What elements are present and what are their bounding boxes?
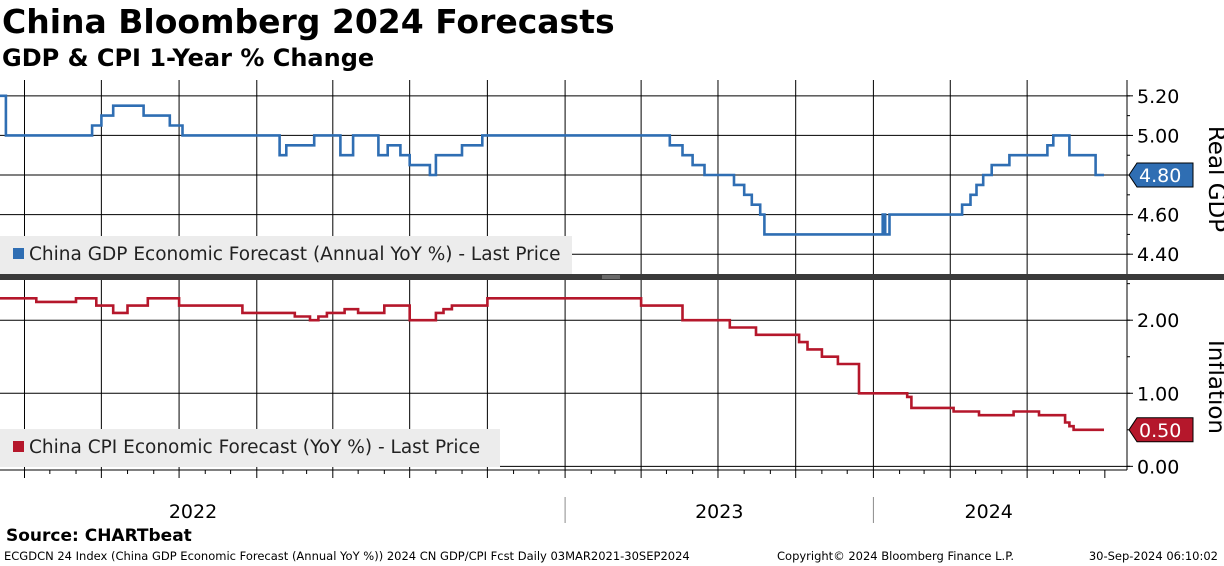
- footer-copyright: Copyright© 2024 Bloomberg Finance L.P.: [777, 549, 1014, 563]
- last-value-badge: [1128, 417, 1194, 443]
- legend-box: [0, 429, 500, 467]
- y-axis-title: Inflation: [1203, 340, 1224, 434]
- y-tick-label: 0.00: [1137, 456, 1179, 478]
- y-tick-label: 1.00: [1137, 383, 1179, 405]
- last-value-badge: [1128, 162, 1194, 188]
- cpi-series-line: [0, 297, 1104, 432]
- y-tick-label: 4.40: [1137, 244, 1179, 266]
- legend-label: China GDP Economic Forecast (Annual YoY …: [29, 244, 560, 265]
- y-tick-label: 2.00: [1137, 310, 1179, 332]
- x-axis: 2022 2023 2024: [0, 469, 1127, 523]
- y-axis-title: Real GDP: [1203, 126, 1224, 232]
- x-year-label: 2023: [695, 501, 743, 523]
- legend-label: China CPI Economic Forecast (YoY %) - La…: [29, 437, 480, 458]
- last-value-label: 4.80: [1139, 165, 1181, 187]
- x-year-label: 2024: [965, 501, 1013, 523]
- y-tick-label: 4.60: [1137, 205, 1179, 227]
- legend-swatch: [13, 248, 24, 259]
- gdp-series-line: [0, 94, 1104, 236]
- footer-timestamp: 30-Sep-2024 06:10:02: [1088, 549, 1218, 563]
- gdp-panel: 4.40 4.60 4.80 5.00 5.20 China GDP Economic F…: [0, 80, 1224, 274]
- legend-swatch: [13, 441, 24, 452]
- source-note: Source: CHARTbeat: [6, 526, 192, 546]
- cpi-panel: 0.00 1.00 2.00 China CPI Economic Forecast …: [0, 280, 1224, 478]
- panel-divider: [0, 274, 1224, 280]
- y-tick-label: 5.00: [1137, 125, 1179, 147]
- x-year-label: 2022: [169, 501, 217, 523]
- chart-subtitle: GDP & CPI 1-Year % Change: [2, 44, 375, 72]
- chart-title: China Bloomberg 2024 Forecasts: [2, 2, 615, 41]
- y-tick-label: 5.20: [1137, 86, 1179, 108]
- footer-ticker-info: ECGDCN 24 Index (China GDP Economic Fore…: [4, 549, 690, 563]
- last-value-label: 0.50: [1139, 420, 1181, 442]
- legend-box: [0, 236, 572, 274]
